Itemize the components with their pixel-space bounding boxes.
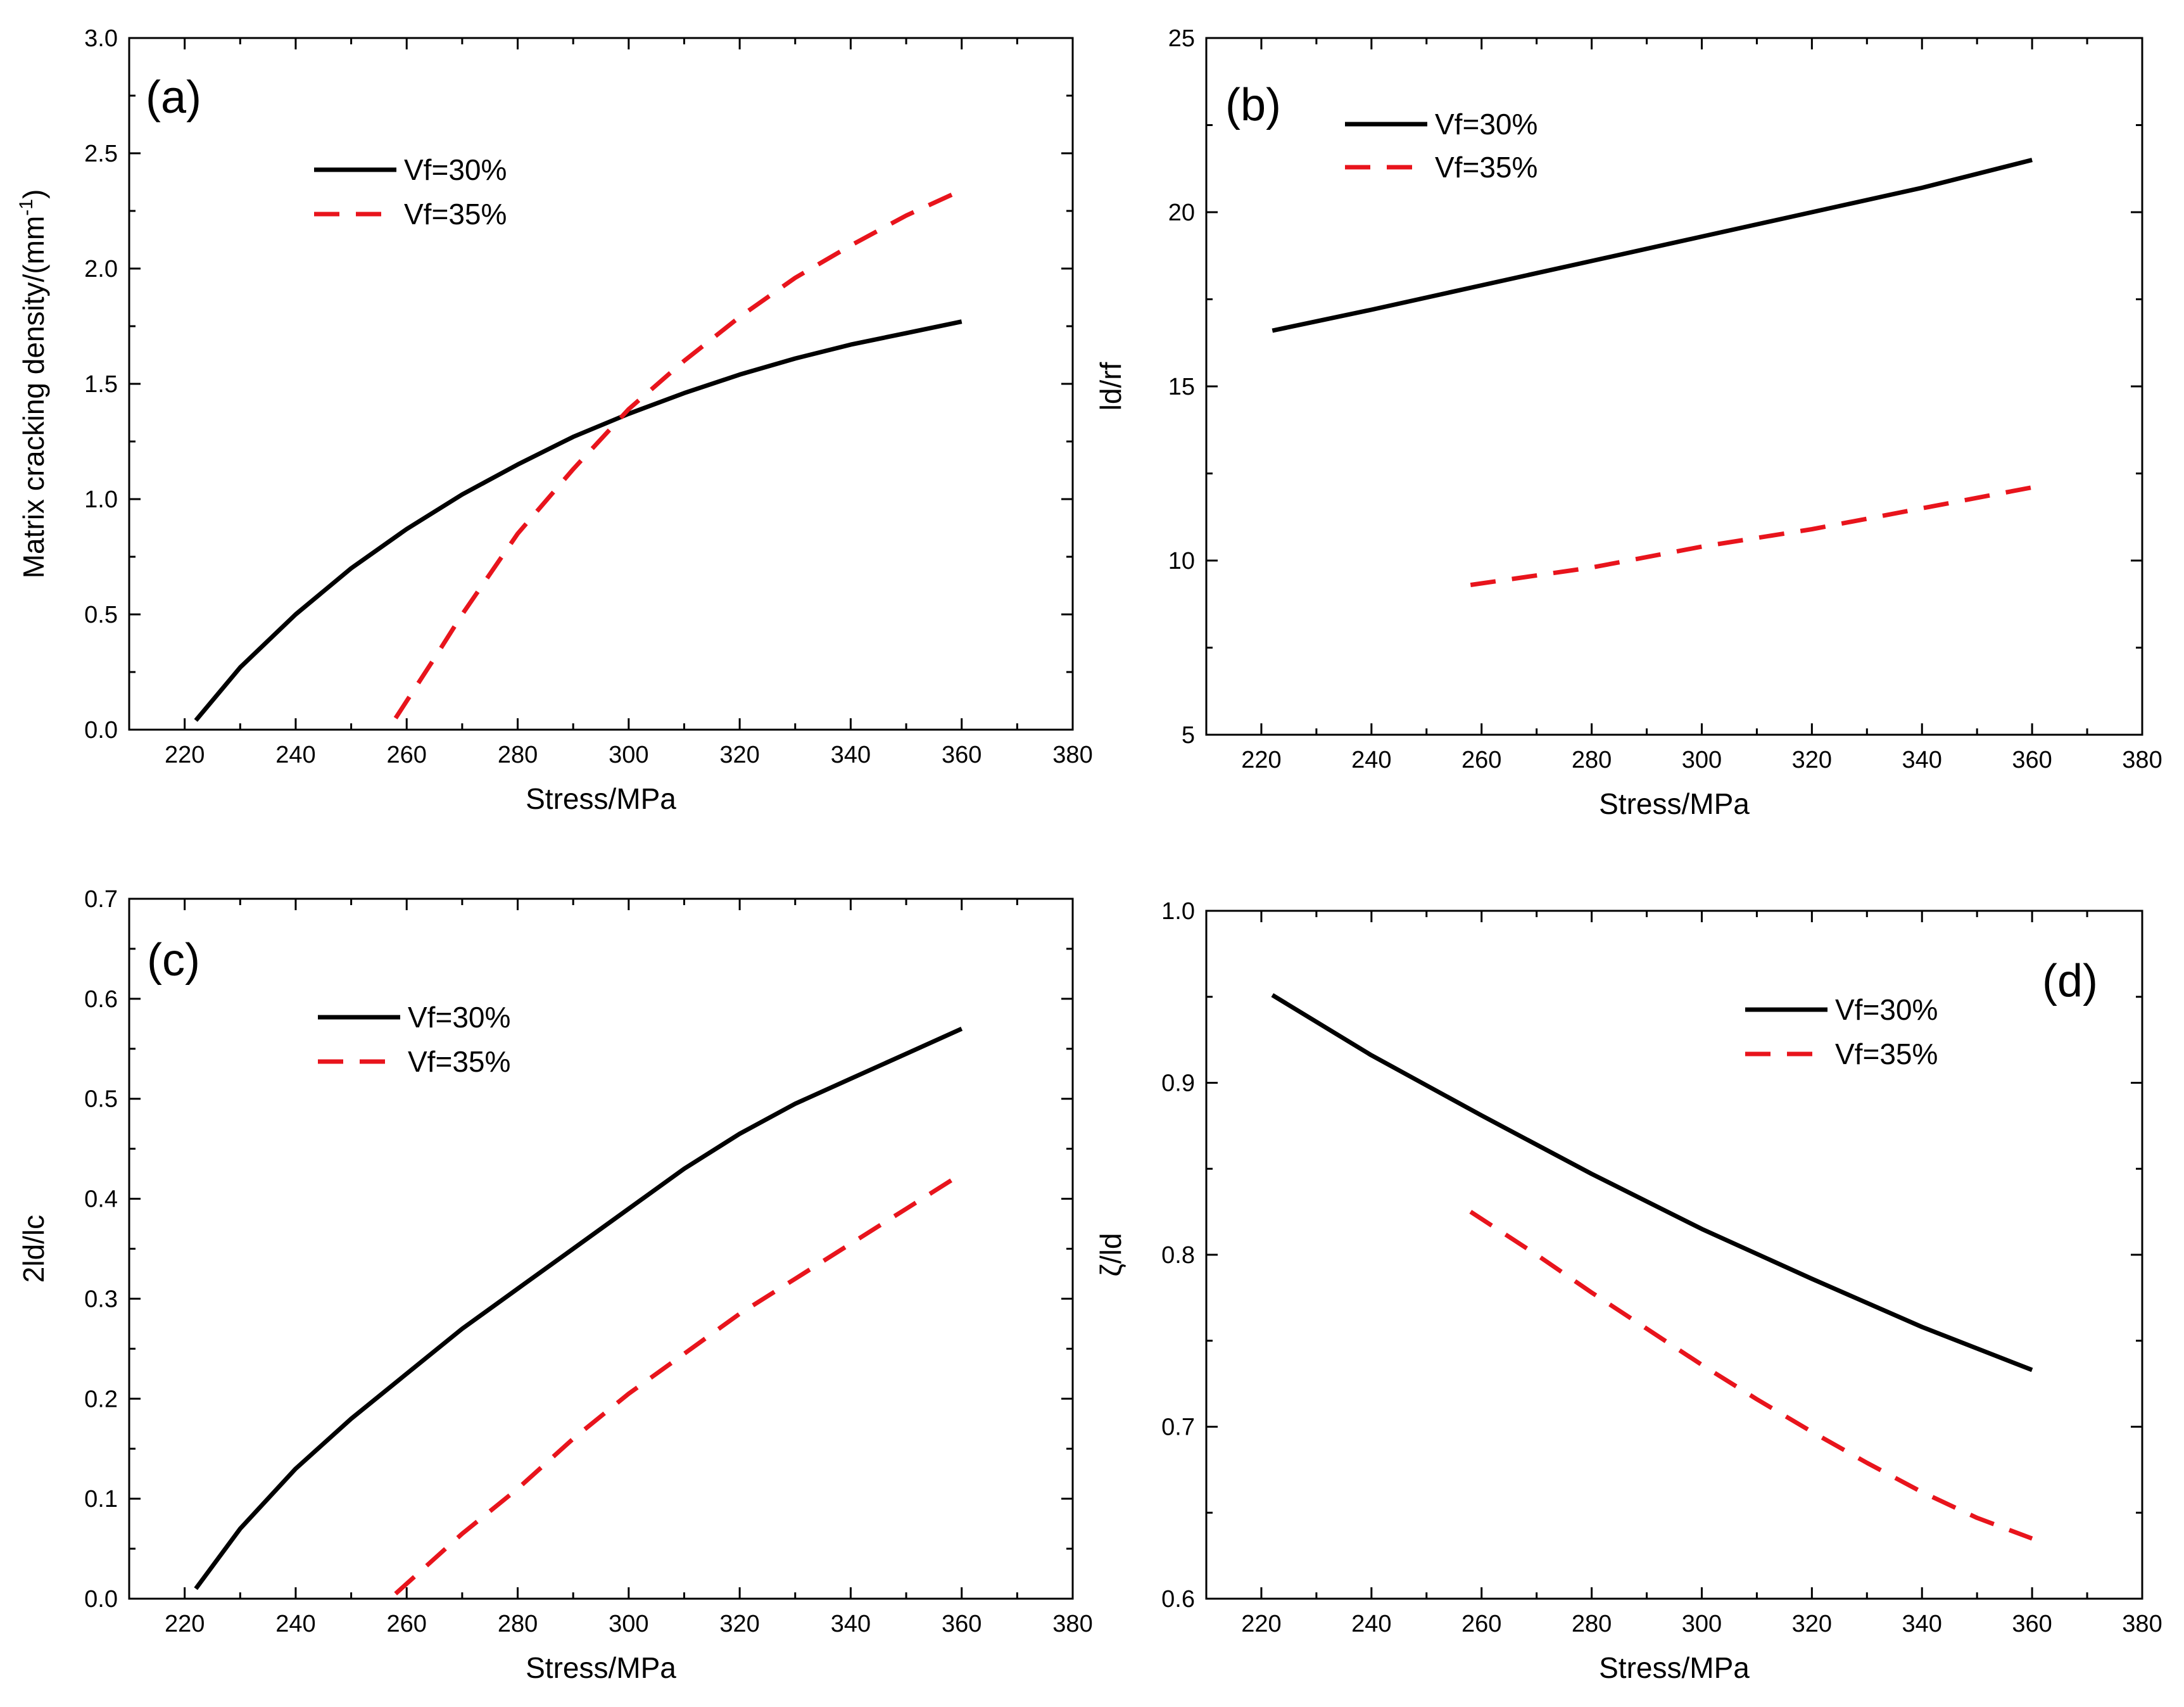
x-axis-label: Stress/MPa	[526, 782, 676, 815]
x-tick-label: 240	[1351, 747, 1391, 773]
y-tick-label: 0.9	[1161, 1070, 1195, 1097]
x-tick-label: 360	[942, 742, 982, 768]
y-axis-label: Matrix cracking density/(mm-1)	[16, 189, 50, 579]
x-tick-label: 240	[275, 1611, 315, 1637]
y-axis-label: 2ld/lc	[17, 1215, 50, 1283]
y-tick-label: 0.7	[1161, 1414, 1195, 1441]
x-tick-label: 300	[609, 1611, 648, 1637]
x-tick-label: 380	[2122, 747, 2162, 773]
x-tick-label: 340	[1902, 747, 1942, 773]
y-tick-label: 0.7	[84, 886, 118, 913]
x-tick-label: 380	[1052, 1611, 1092, 1637]
panel-c: 220 240 260 280 300 320 340 360 380 0.0 0.1 0.2 0.3 0…	[17, 886, 1093, 1684]
y-tick-label: 0.5	[84, 602, 118, 628]
panel-a: 220 240 260 280 300 320 340 360 380 0.0 0.5 1.0 1.5 2…	[16, 25, 1093, 815]
x-tick-label: 220	[1241, 747, 1281, 773]
x-axis-label: Stress/MPa	[1599, 787, 1750, 820]
series-line-vf30	[194, 319, 963, 722]
x-tick-label: 320	[719, 742, 759, 768]
x-axis-label: Stress/MPa	[1599, 1651, 1750, 1684]
legend-label: Vf=35%	[1835, 1038, 1938, 1070]
x-tick-label: 280	[498, 1611, 538, 1637]
x-tick-label: 340	[831, 742, 871, 768]
x-axis-label: Stress/MPa	[526, 1651, 676, 1684]
y-tick-label: 0.8	[1161, 1242, 1195, 1269]
series-line-vf35	[393, 188, 963, 720]
x-tick-label: 300	[1682, 1611, 1722, 1637]
x-tick-label: 380	[1052, 742, 1092, 768]
y-tick-label: 1.0	[1161, 898, 1195, 925]
y-tick-label: 0.0	[84, 1586, 118, 1613]
series-line-vf30	[1272, 158, 2033, 333]
y-tick-label: 3.0	[84, 25, 118, 52]
x-tick-label: 320	[1792, 747, 1832, 773]
y-tick-label: 0.6	[1161, 1586, 1195, 1613]
x-tick-label: 220	[1241, 1611, 1281, 1637]
x-tick-label: 340	[831, 1611, 871, 1637]
x-tick-label: 360	[2012, 1611, 2052, 1637]
legend-label: Vf=35%	[1435, 151, 1537, 184]
panel-d: 220 240 260 280 300 320 340 360 380 0.6 0.7 0.8 0.9 1…	[1094, 898, 2162, 1684]
y-tick-label: 1.5	[84, 371, 118, 398]
y-tick-label: 10	[1168, 548, 1195, 574]
x-tick-label: 360	[942, 1611, 982, 1637]
y-tick-label: 0.6	[84, 986, 118, 1013]
x-tick-label: 220	[165, 742, 205, 768]
x-tick-label: 320	[1792, 1611, 1832, 1637]
series-line-vf30	[1271, 993, 2033, 1373]
y-tick-label: 2.5	[84, 141, 118, 167]
x-tick-label: 260	[387, 1611, 427, 1637]
x-tick-label: 240	[275, 742, 315, 768]
series-line-vf35	[1470, 485, 2033, 587]
x-tick-label: 360	[2012, 747, 2052, 773]
y-axis-label: ζ/ld	[1094, 1233, 1127, 1277]
y-tick-label: 0.2	[84, 1386, 118, 1412]
panel-label: (c)	[147, 935, 200, 986]
x-tick-label: 260	[387, 742, 427, 768]
x-tick-label: 280	[498, 742, 538, 768]
legend-label: Vf=35%	[404, 198, 507, 231]
y-axis-label: ld/rf	[1094, 362, 1127, 410]
panel-label: (a)	[146, 72, 201, 123]
legend-label: Vf=30%	[1435, 108, 1537, 141]
y-tick-label: 20	[1168, 200, 1195, 226]
y-tick-label: 1.0	[84, 486, 118, 513]
series-line-vf35	[1469, 1210, 2033, 1541]
x-tick-label: 300	[1682, 747, 1722, 773]
y-tick-label: 25	[1168, 25, 1195, 52]
y-tick-label: 5	[1182, 722, 1195, 749]
y-tick-label: 2.0	[84, 256, 118, 282]
legend-label: Vf=35%	[408, 1045, 510, 1078]
x-tick-label: 280	[1572, 747, 1612, 773]
y-tick-label: 0.1	[84, 1486, 118, 1513]
x-tick-label: 380	[2122, 1611, 2162, 1637]
x-tick-label: 340	[1902, 1611, 1942, 1637]
x-tick-label: 240	[1351, 1611, 1391, 1637]
y-tick-label: 0.0	[84, 717, 118, 744]
panel-label: (d)	[2042, 956, 2098, 1006]
x-tick-label: 280	[1572, 1611, 1612, 1637]
panel-label: (b)	[1225, 80, 1281, 130]
panel-b: 220 240 260 280 300 320 340 360 380 5 10 15 20 25 Stre…	[1094, 25, 2162, 820]
series-line-vf35	[394, 1172, 963, 1596]
legend-label: Vf=30%	[1835, 993, 1938, 1026]
series-line-vf30	[194, 1027, 963, 1590]
legend-label: Vf=30%	[408, 1001, 510, 1034]
x-tick-label: 260	[1461, 1611, 1501, 1637]
x-tick-label: 260	[1461, 747, 1501, 773]
y-tick-label: 0.5	[84, 1086, 118, 1113]
x-tick-label: 220	[165, 1611, 205, 1637]
y-tick-label: 15	[1168, 374, 1195, 400]
x-tick-label: 300	[609, 742, 648, 768]
y-tick-label: 0.4	[84, 1186, 118, 1213]
legend-label: Vf=30%	[404, 153, 507, 186]
x-tick-label: 320	[719, 1611, 759, 1637]
y-tick-label: 0.3	[84, 1286, 118, 1312]
